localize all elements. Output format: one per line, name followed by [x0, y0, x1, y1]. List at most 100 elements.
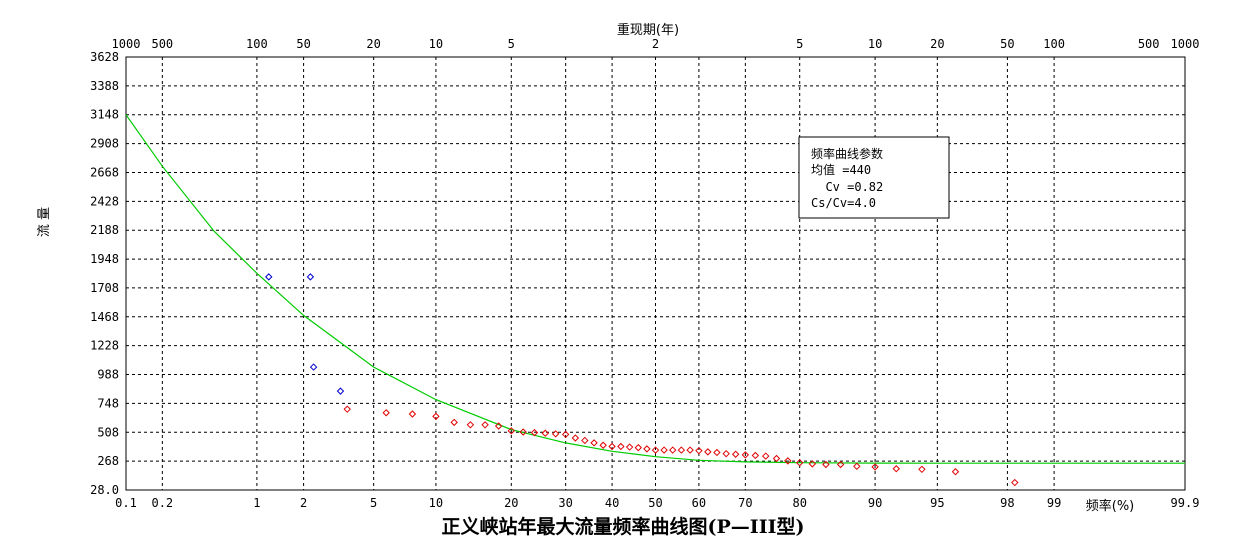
data-point-marker: [669, 446, 677, 454]
data-point-marker: [265, 273, 273, 281]
x-tick-label: 80: [792, 496, 806, 510]
top-tick-label: 500: [151, 37, 173, 51]
data-point-marker: [660, 446, 668, 454]
data-point-marker: [309, 363, 318, 371]
x-tick-label: 1: [253, 496, 260, 510]
top-tick-label: 100: [246, 37, 268, 51]
data-point-marker: [432, 412, 440, 421]
data-point-marker: [336, 387, 345, 395]
x-tick-label: 99.9: [1171, 496, 1200, 510]
data-point-marker: [871, 463, 879, 471]
plot-area-border: [125, 56, 1186, 491]
x-tick-label: 30: [558, 496, 572, 510]
data-point-marker: [382, 409, 390, 417]
top-tick-label: 500: [1138, 37, 1160, 51]
data-point-marker: [625, 443, 634, 451]
top-axis-label: 重现期(年): [617, 22, 679, 38]
x-tick-label: 98: [1000, 496, 1014, 510]
data-points: [265, 273, 1019, 487]
data-point-marker: [722, 449, 730, 458]
x-tick-label: 2: [300, 496, 307, 510]
top-tick-label: 5: [796, 37, 803, 51]
y-tick-label: 2428: [90, 194, 119, 208]
data-point-marker: [772, 454, 781, 463]
top-tick-label: 5: [508, 37, 515, 51]
data-point-marker: [530, 428, 539, 437]
data-point-marker: [643, 445, 651, 453]
data-point-marker: [853, 462, 861, 471]
fitted-curve: [125, 114, 1185, 464]
x-tick-label: 10: [429, 496, 443, 510]
top-tick-label: 100: [1043, 37, 1065, 51]
params-mean: 均值 =440: [811, 162, 871, 177]
top-tick-label: 10: [868, 37, 882, 51]
x-tick-label: 40: [605, 496, 619, 510]
data-point-marker: [751, 451, 760, 460]
data-point-marker: [507, 427, 515, 435]
x-tick-label: 70: [738, 496, 752, 510]
data-point-marker: [741, 451, 750, 459]
x-tick-label: 20: [504, 496, 518, 510]
data-point-marker: [634, 443, 642, 452]
y-tick-label: 3628: [90, 50, 119, 64]
y-tick-label: 2908: [90, 137, 119, 151]
y-tick-label: 988: [97, 368, 119, 382]
params-box-frame: [798, 136, 950, 219]
data-point-marker: [581, 436, 589, 445]
y-tick-label: 748: [97, 396, 119, 410]
data-point-marker: [836, 460, 845, 469]
y-axis-ticks: 28.0 268 508 748 988 1228 1468 1708 1948 2188 2428…: [90, 50, 119, 497]
top-axis-ticks: 1000 500 100 50 20 10 5 2 5 10 20 50 100 500 1000: [112, 37, 1200, 51]
x-axis-label: 频率(%): [1086, 498, 1135, 514]
data-point-marker: [343, 405, 351, 413]
data-point-marker: [1011, 478, 1019, 487]
params-title: 频率曲线参数: [811, 146, 883, 161]
data-point-marker: [571, 434, 580, 442]
data-point-marker: [450, 418, 458, 427]
data-point-marker: [551, 430, 560, 438]
x-tick-label: 95: [930, 496, 944, 510]
x-tick-label: 50: [648, 496, 662, 510]
y-tick-label: 268: [97, 454, 119, 468]
top-tick-label: 50: [296, 37, 310, 51]
data-point-marker: [686, 446, 694, 454]
grid-lines: [126, 57, 1185, 490]
params-cs-cv: Cs/Cv=4.0: [811, 196, 876, 210]
top-tick-label: 1000: [112, 37, 141, 51]
top-tick-label: 10: [429, 37, 443, 51]
data-point-marker: [306, 273, 315, 281]
top-tick-label: 20: [930, 37, 944, 51]
top-tick-label: 1000: [1171, 37, 1200, 51]
data-point-marker: [892, 465, 900, 473]
data-point-marker: [822, 460, 830, 469]
data-point-marker: [651, 446, 660, 454]
x-tick-label: 90: [868, 496, 882, 510]
data-point-marker: [784, 457, 792, 465]
y-tick-label: 3148: [90, 108, 119, 122]
data-point-marker: [494, 422, 503, 430]
data-point-marker: [408, 410, 417, 418]
top-tick-label: 20: [366, 37, 380, 51]
y-tick-label: 1468: [90, 310, 119, 324]
data-point-marker: [808, 460, 817, 468]
data-point-marker: [762, 452, 770, 460]
data-point-marker: [918, 465, 926, 474]
data-point-marker: [590, 439, 598, 447]
y-tick-label: 1708: [90, 281, 119, 295]
y-axis-label: 流 量: [37, 207, 52, 237]
chart-title: 正义峡站年最大流量频率曲线图(P—III型): [442, 515, 805, 538]
x-tick-label: 0.1: [115, 496, 137, 510]
y-tick-label: 1948: [90, 252, 119, 266]
data-point-marker: [608, 442, 616, 451]
y-tick-label: 2188: [90, 223, 119, 237]
data-point-marker: [466, 421, 475, 429]
data-point-marker: [704, 448, 712, 456]
data-point-marker: [561, 430, 570, 439]
data-point-marker: [617, 442, 625, 451]
data-point-marker: [519, 428, 527, 436]
data-point-marker: [713, 448, 721, 457]
data-point-marker: [796, 458, 804, 467]
top-tick-label: 50: [1000, 37, 1014, 51]
y-tick-label: 3388: [90, 79, 119, 93]
data-point-marker: [695, 446, 703, 455]
